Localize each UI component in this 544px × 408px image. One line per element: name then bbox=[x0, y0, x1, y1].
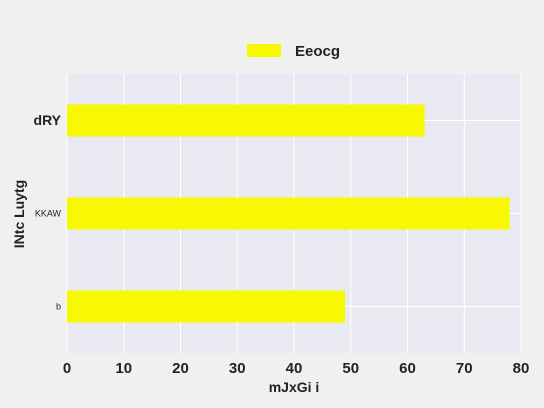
x-tick-label: 80 bbox=[513, 360, 530, 377]
category-labels: dRY KKAW b bbox=[34, 112, 62, 311]
x-tick-labels: 0 10 20 30 40 50 60 70 80 bbox=[63, 360, 530, 377]
bar-dry bbox=[67, 104, 425, 137]
bar-b bbox=[67, 290, 346, 323]
y-axis-label: INtc Luytg bbox=[11, 180, 27, 248]
x-tick-label: 50 bbox=[342, 360, 359, 377]
category-label: KKAW bbox=[35, 209, 62, 219]
category-label: dRY bbox=[34, 112, 62, 128]
x-tick-label: 70 bbox=[456, 360, 473, 377]
x-axis-label: mJxGi i bbox=[269, 379, 320, 395]
x-tick-label: 0 bbox=[63, 360, 71, 377]
x-tick-label: 20 bbox=[172, 360, 189, 377]
legend-label: Eeocg bbox=[295, 43, 340, 60]
bar-kkaw bbox=[67, 197, 510, 230]
x-tick-label: 30 bbox=[229, 360, 246, 377]
x-tick-label: 60 bbox=[399, 360, 416, 377]
bars bbox=[67, 104, 510, 323]
x-tick-label: 10 bbox=[115, 360, 132, 377]
legend-swatch bbox=[247, 44, 281, 57]
x-tick-label: 40 bbox=[286, 360, 303, 377]
legend: Eeocg bbox=[247, 43, 340, 60]
category-label: b bbox=[56, 302, 61, 312]
